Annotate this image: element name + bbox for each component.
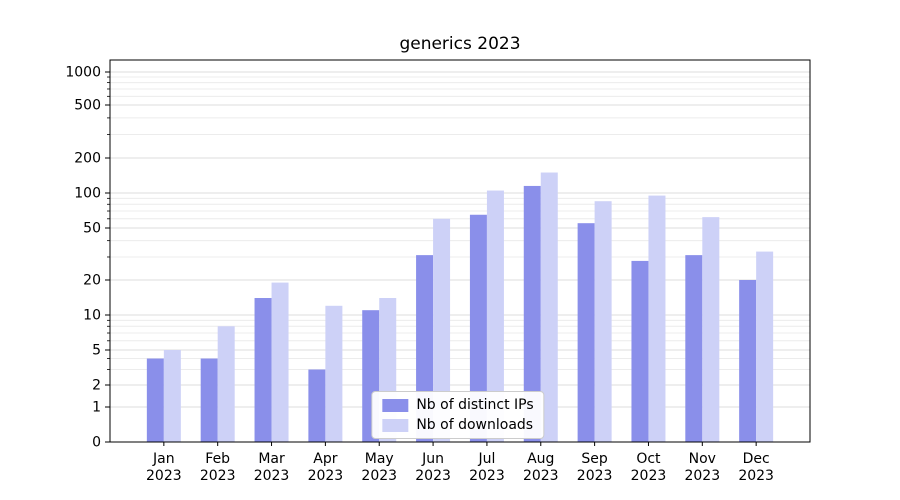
plot-border: [109, 59, 811, 443]
y-tick-label: 20: [83, 273, 101, 289]
bar: [540, 172, 558, 442]
x-tick-label-year: 2023: [308, 468, 344, 484]
bar: [631, 260, 649, 442]
x-tick-label-month: Sep: [581, 451, 608, 467]
x-tick-label-year: 2023: [200, 468, 236, 484]
x-tick-label-year: 2023: [361, 468, 397, 484]
bar: [577, 223, 595, 442]
bar: [325, 305, 343, 442]
x-tick-label-year: 2023: [415, 468, 451, 484]
legend-swatch-distinct-ips: [382, 398, 409, 412]
x-tick-label-year: 2023: [738, 468, 774, 484]
bar: [648, 195, 666, 442]
x-tick-label-year: 2023: [523, 468, 559, 484]
legend-swatch-downloads: [382, 418, 409, 432]
bar: [254, 298, 272, 442]
y-tick-label: 2: [92, 378, 101, 394]
bar: [163, 350, 181, 442]
legend-item-downloads: Nb of downloads: [382, 418, 533, 432]
x-tick-label-year: 2023: [577, 468, 613, 484]
y-tick-label: 500: [74, 98, 101, 114]
x-tick-label-year: 2023: [254, 468, 290, 484]
legend-item-distinct-ips: Nb of distinct IPs: [382, 397, 534, 413]
x-tick-label-month: Jun: [421, 451, 444, 467]
y-tick-label: 100: [74, 186, 101, 202]
x-tick-label-month: May: [365, 451, 394, 467]
chart-title: generics 2023: [399, 34, 521, 54]
legend: Nb of distinct IPs Nb of downloads: [371, 391, 545, 439]
x-tick-label-year: 2023: [631, 468, 667, 484]
bar: [308, 369, 326, 442]
bar: [486, 190, 504, 442]
bar: [739, 280, 757, 442]
x-tick-label-year: 2023: [684, 468, 720, 484]
x-tick-label-year: 2023: [146, 468, 182, 484]
x-tick-label-month: Mar: [258, 451, 285, 467]
x-tick-label-year: 2023: [469, 468, 505, 484]
x-tick-label-month: Feb: [205, 451, 230, 467]
bar: [702, 217, 720, 442]
legend-label-distinct-ips: Nb of distinct IPs: [416, 397, 534, 413]
x-tick-label-month: Nov: [689, 451, 716, 467]
y-tick-label: 50: [83, 221, 101, 237]
bar: [271, 282, 289, 442]
y-tick-label: 200: [74, 151, 101, 167]
y-tick-label: 10: [83, 308, 101, 324]
bars-downloads: [163, 172, 774, 442]
bar: [523, 185, 541, 442]
x-tick-label-month: Dec: [743, 451, 770, 467]
bar: [217, 326, 235, 442]
x-tick-label-month: Jul: [477, 451, 495, 467]
bar: [685, 255, 703, 442]
bar: [433, 218, 451, 442]
x-tick-label-month: Apr: [313, 451, 337, 467]
bar: [146, 358, 164, 442]
x-tick-label-month: Aug: [527, 451, 554, 467]
bar: [200, 358, 218, 442]
legend-label-downloads: Nb of downloads: [416, 417, 534, 433]
x-axis: Jan2023Feb2023Mar2023Apr2023May2023Jun20…: [146, 442, 774, 484]
y-axis: 0 1 2 5 10 20 50 100 200 500 1000: [65, 65, 110, 451]
y-tick-label: 0: [92, 435, 101, 451]
y-tick-label: 5: [92, 343, 101, 359]
x-tick-label-month: Oct: [636, 451, 661, 467]
bar: [594, 201, 612, 442]
x-tick-label-month: Jan: [152, 451, 175, 467]
y-tick-label: 1000: [65, 65, 101, 81]
y-tick-label: 1: [92, 400, 101, 416]
bar: [469, 214, 487, 442]
bar: [756, 251, 774, 442]
